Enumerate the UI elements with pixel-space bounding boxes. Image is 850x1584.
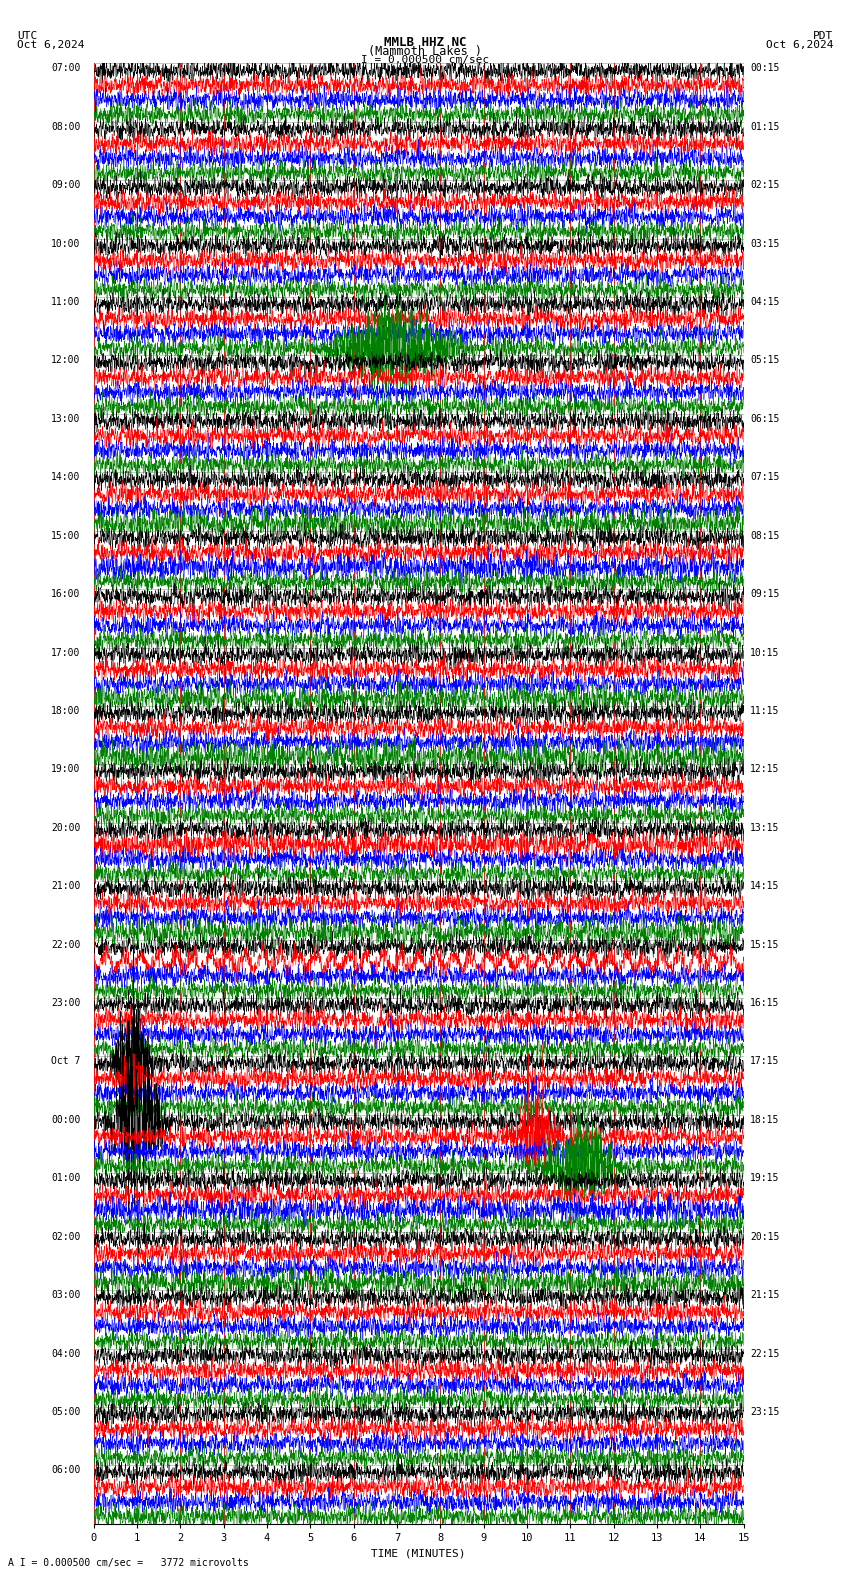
Text: A I = 0.000500 cm/sec =   3772 microvolts: A I = 0.000500 cm/sec = 3772 microvolts (8, 1559, 249, 1568)
Text: 00:15: 00:15 (751, 63, 779, 73)
Text: PDT: PDT (813, 30, 833, 41)
Text: 17:00: 17:00 (51, 648, 81, 657)
Text: 06:00: 06:00 (51, 1465, 81, 1475)
Text: 13:15: 13:15 (751, 822, 779, 833)
Text: 11:15: 11:15 (751, 706, 779, 716)
Text: 01:15: 01:15 (751, 122, 779, 131)
Text: 04:15: 04:15 (751, 298, 779, 307)
Text: 20:00: 20:00 (51, 822, 81, 833)
Text: 09:00: 09:00 (51, 181, 81, 190)
Text: 14:15: 14:15 (751, 881, 779, 892)
Text: 18:00: 18:00 (51, 706, 81, 716)
Text: Oct 6,2024: Oct 6,2024 (766, 40, 833, 51)
Text: Oct 7: Oct 7 (51, 1057, 81, 1066)
Text: 00:00: 00:00 (51, 1115, 81, 1125)
Text: 15:15: 15:15 (751, 939, 779, 950)
Text: 03:15: 03:15 (751, 239, 779, 249)
Text: 08:15: 08:15 (751, 531, 779, 540)
Text: I = 0.000500 cm/sec: I = 0.000500 cm/sec (361, 54, 489, 65)
Text: 05:00: 05:00 (51, 1407, 81, 1418)
Text: 23:00: 23:00 (51, 998, 81, 1007)
Text: 12:00: 12:00 (51, 355, 81, 366)
Text: 16:15: 16:15 (751, 998, 779, 1007)
Text: 18:15: 18:15 (751, 1115, 779, 1125)
Text: 02:15: 02:15 (751, 181, 779, 190)
Text: 15:00: 15:00 (51, 531, 81, 540)
Text: (Mammoth Lakes ): (Mammoth Lakes ) (368, 44, 482, 59)
Text: 16:00: 16:00 (51, 589, 81, 599)
Text: 22:00: 22:00 (51, 939, 81, 950)
Text: 09:15: 09:15 (751, 589, 779, 599)
Text: 13:00: 13:00 (51, 413, 81, 425)
Text: 08:00: 08:00 (51, 122, 81, 131)
X-axis label: TIME (MINUTES): TIME (MINUTES) (371, 1549, 466, 1559)
Text: 06:15: 06:15 (751, 413, 779, 425)
Text: UTC: UTC (17, 30, 37, 41)
Text: 20:15: 20:15 (751, 1232, 779, 1242)
Text: 12:15: 12:15 (751, 765, 779, 775)
Text: 07:00: 07:00 (51, 63, 81, 73)
Text: 03:00: 03:00 (51, 1289, 81, 1300)
Text: 17:15: 17:15 (751, 1057, 779, 1066)
Text: 19:15: 19:15 (751, 1174, 779, 1183)
Text: 11:00: 11:00 (51, 298, 81, 307)
Text: 04:00: 04:00 (51, 1348, 81, 1359)
Text: 05:15: 05:15 (751, 355, 779, 366)
Text: 23:15: 23:15 (751, 1407, 779, 1418)
Text: 07:15: 07:15 (751, 472, 779, 482)
Text: 02:00: 02:00 (51, 1232, 81, 1242)
Text: 10:00: 10:00 (51, 239, 81, 249)
Text: 01:00: 01:00 (51, 1174, 81, 1183)
Text: 10:15: 10:15 (751, 648, 779, 657)
Text: 21:15: 21:15 (751, 1289, 779, 1300)
Text: 21:00: 21:00 (51, 881, 81, 892)
Text: 14:00: 14:00 (51, 472, 81, 482)
Text: 19:00: 19:00 (51, 765, 81, 775)
Text: 22:15: 22:15 (751, 1348, 779, 1359)
Text: Oct 6,2024: Oct 6,2024 (17, 40, 84, 51)
Text: MMLB HHZ NC: MMLB HHZ NC (383, 35, 467, 49)
